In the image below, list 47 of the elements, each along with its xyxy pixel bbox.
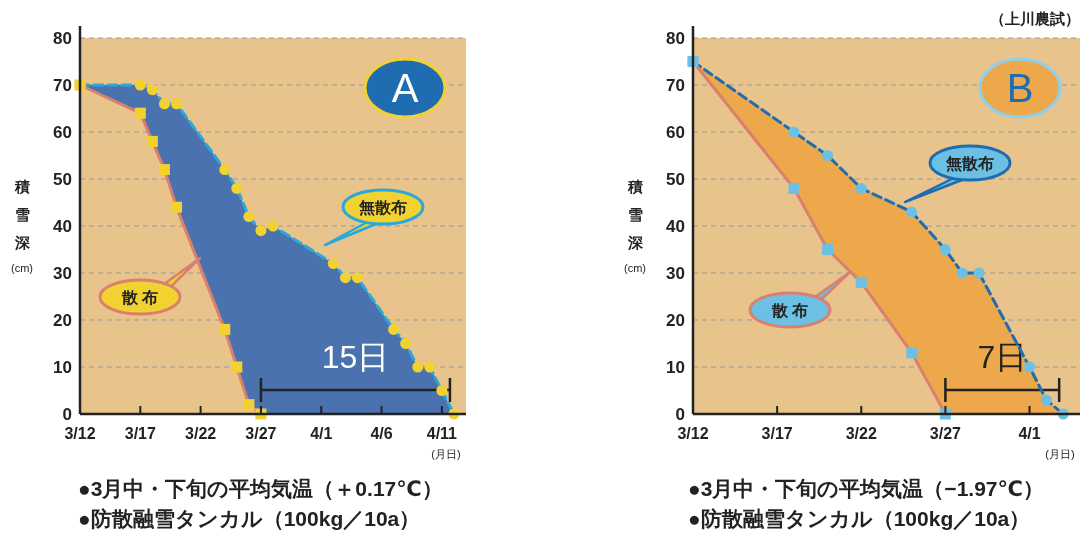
text: ●3月中・下旬の平均気温（−1.97℃）	[688, 477, 1044, 500]
x-tick-label: 4/1	[1018, 425, 1041, 442]
text: ●3月中・下旬の平均気温（＋0.17℃）	[78, 477, 443, 500]
text: B	[1006, 66, 1034, 110]
y-axis-title: 積雪深(cm)	[11, 178, 33, 274]
annotation: 15日	[321, 339, 390, 375]
y-tick-label: 30	[53, 264, 72, 283]
x-tick-label: 3/17	[761, 425, 793, 442]
x-tick-label: 3/27	[245, 425, 277, 442]
y-tick-label: 0	[675, 405, 685, 424]
text: 散 布	[120, 289, 159, 306]
x-tick-label: 3/22	[845, 425, 877, 442]
y-tick-label: 70	[666, 76, 685, 95]
text: 散 布	[770, 302, 809, 319]
y-tick-label: 0	[62, 405, 72, 424]
y-tick-label: 50	[53, 170, 72, 189]
x-tick-label: 4/1	[310, 425, 333, 442]
x-tick-label: 3/27	[929, 425, 962, 442]
text: A	[391, 66, 419, 110]
x-axis-title: (月日)	[431, 448, 461, 460]
text: ●防散融雪タンカル（100kg／10a）	[688, 507, 1031, 531]
text: 無散布	[358, 199, 407, 217]
x-tick-label: 3/12	[677, 425, 709, 442]
y-tick-label: 60	[53, 123, 72, 142]
y-tick-label: 50	[666, 170, 685, 189]
y-tick-label: 20	[666, 311, 685, 330]
x-tick-label: 4/11	[426, 425, 458, 442]
y-tick-label: 80	[53, 29, 72, 48]
annotation: 7日	[977, 339, 1028, 375]
y-tick-label: 70	[53, 76, 72, 95]
y-tick-label: 30	[666, 264, 685, 283]
y-tick-label: 10	[53, 358, 72, 377]
text: （上川農試）	[990, 10, 1080, 27]
y-tick-label: 20	[53, 311, 72, 330]
x-tick-label: 3/17	[124, 425, 156, 442]
text: ●防散融雪タンカル（100kg／10a）	[78, 507, 421, 531]
y-tick-label: 40	[666, 217, 685, 236]
x-tick-label: 3/22	[185, 425, 217, 442]
x-tick-label: 4/6	[370, 425, 393, 442]
text: 無散布	[945, 155, 994, 173]
y-axis-title: 積雪深(cm)	[624, 178, 646, 274]
x-tick-label: 3/12	[64, 425, 96, 442]
y-tick-label: 80	[666, 29, 685, 48]
y-tick-label: 10	[666, 358, 685, 377]
y-tick-label: 40	[53, 217, 72, 236]
x-axis-title: (月日)	[1045, 448, 1075, 460]
y-tick-label: 60	[666, 123, 685, 142]
